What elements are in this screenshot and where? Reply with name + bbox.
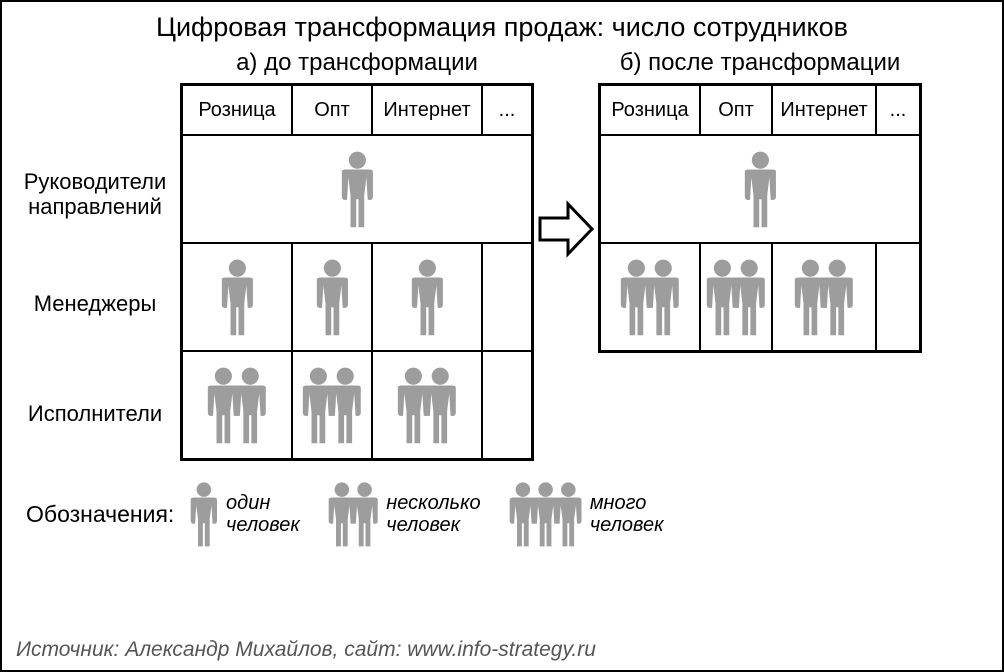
cell xyxy=(372,243,482,351)
column-header: Розница xyxy=(600,85,700,135)
header-row: РозницаОптИнтернет... xyxy=(182,85,532,135)
source-text: Источник: Александр Михайлов, сайт: www.… xyxy=(16,638,596,662)
table-row xyxy=(182,351,532,459)
column-header: ... xyxy=(876,85,920,135)
column-header: Интернет xyxy=(372,85,482,135)
legend-item: несколькочеловек xyxy=(328,481,481,547)
table-row xyxy=(600,135,920,243)
row-labels: Руководители направлений Менеджеры Испол… xyxy=(10,49,180,469)
panel-b-title: б) после трансформации xyxy=(620,49,901,77)
cell xyxy=(292,351,372,459)
row-label: Руководители направлений xyxy=(10,139,180,249)
merged-cell xyxy=(600,135,920,243)
row-label: Исполнители xyxy=(10,359,180,469)
legend-text: многочеловек xyxy=(590,492,664,536)
column-header: Розница xyxy=(182,85,292,135)
grid-a: РозницаОптИнтернет... xyxy=(180,83,534,461)
arrow-icon xyxy=(534,49,598,349)
table-row xyxy=(182,243,532,351)
cell xyxy=(482,351,532,459)
legend-label: Обозначения: xyxy=(26,501,174,528)
column-header: Опт xyxy=(700,85,772,135)
cell xyxy=(372,351,482,459)
table-row xyxy=(600,243,920,351)
merged-cell xyxy=(182,135,532,243)
legend: Обозначения: одинчеловек несколькочеловек… xyxy=(2,469,1002,551)
diagram-frame: Цифровая трансформация продаж: число сот… xyxy=(0,0,1004,672)
cell xyxy=(772,243,876,351)
panel-after: б) после трансформации РозницаОптИнтерне… xyxy=(598,49,922,353)
column-header: Интернет xyxy=(772,85,876,135)
row-label: Менеджеры xyxy=(10,249,180,359)
column-header: ... xyxy=(482,85,532,135)
legend-text: несколькочеловек xyxy=(386,492,480,536)
panel-before: а) до трансформации РозницаОптИнтернет..… xyxy=(180,49,534,461)
cell xyxy=(700,243,772,351)
cell xyxy=(292,243,372,351)
grid-b: РозницаОптИнтернет... xyxy=(598,83,922,353)
header-row: РозницаОптИнтернет... xyxy=(600,85,920,135)
cell xyxy=(876,243,920,351)
main-title: Цифровая трансформация продаж: число сот… xyxy=(2,2,1002,49)
cell xyxy=(182,351,292,459)
panel-a-title: а) до трансформации xyxy=(236,49,478,77)
cell xyxy=(182,243,292,351)
column-header: Опт xyxy=(292,85,372,135)
table-row xyxy=(182,135,532,243)
legend-item: одинчеловек xyxy=(190,481,300,547)
panels-row: Руководители направлений Менеджеры Испол… xyxy=(2,49,1002,469)
legend-text: одинчеловек xyxy=(226,492,300,536)
legend-item: многочеловек xyxy=(509,481,664,547)
cell xyxy=(482,243,532,351)
cell xyxy=(600,243,700,351)
